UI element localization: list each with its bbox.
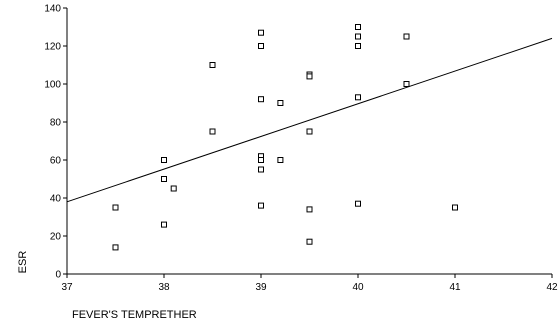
y-tick-label: 60 xyxy=(50,156,62,167)
data-point xyxy=(452,204,458,211)
data-point xyxy=(161,221,167,228)
data-point xyxy=(170,185,177,192)
data-point xyxy=(258,166,264,173)
data-point xyxy=(258,29,264,36)
data-point xyxy=(306,206,313,213)
data-point xyxy=(112,204,119,211)
fit-line xyxy=(66,37,553,203)
x-tick-label: 41 xyxy=(449,282,461,293)
data-point xyxy=(403,81,410,87)
y-tick-label: 40 xyxy=(50,194,62,205)
data-point xyxy=(306,128,313,135)
x-tick-label: 37 xyxy=(61,282,73,293)
data-point xyxy=(161,157,167,163)
y-tick-label: 0 xyxy=(55,270,61,281)
y-tick-label: 80 xyxy=(50,118,62,129)
data-point xyxy=(355,200,361,207)
data-point xyxy=(355,24,361,30)
y-tick-label: 120 xyxy=(44,42,61,53)
x-tick-label: 40 xyxy=(352,282,364,293)
data-point xyxy=(355,43,361,49)
x-tick-label: 38 xyxy=(158,282,170,293)
y-tick-label: 100 xyxy=(44,80,61,91)
data-point xyxy=(277,100,284,106)
data-point xyxy=(209,128,216,135)
y-axis-title: ESR xyxy=(17,251,29,274)
plot-area: 0 20 40 60 80 100 120 140 37 38 39 40 41 42 xyxy=(44,4,558,294)
y-tick-label: 140 xyxy=(44,4,61,15)
data-point xyxy=(161,176,167,182)
data-point xyxy=(355,33,361,40)
data-point xyxy=(355,94,361,101)
x-tick-label: 39 xyxy=(255,282,267,293)
data-point xyxy=(306,238,313,245)
data-point xyxy=(258,202,264,209)
data-point xyxy=(306,73,313,80)
data-point xyxy=(112,244,119,251)
data-point xyxy=(209,62,216,68)
data-point xyxy=(258,43,264,49)
data-point xyxy=(258,157,264,163)
x-tick-label: 42 xyxy=(546,282,558,293)
data-point xyxy=(403,33,410,40)
x-axis-title: FEVER'S TEMPRETHER xyxy=(72,309,197,321)
data-point xyxy=(277,157,284,163)
data-point xyxy=(258,96,264,103)
y-tick-label: 20 xyxy=(50,232,62,243)
